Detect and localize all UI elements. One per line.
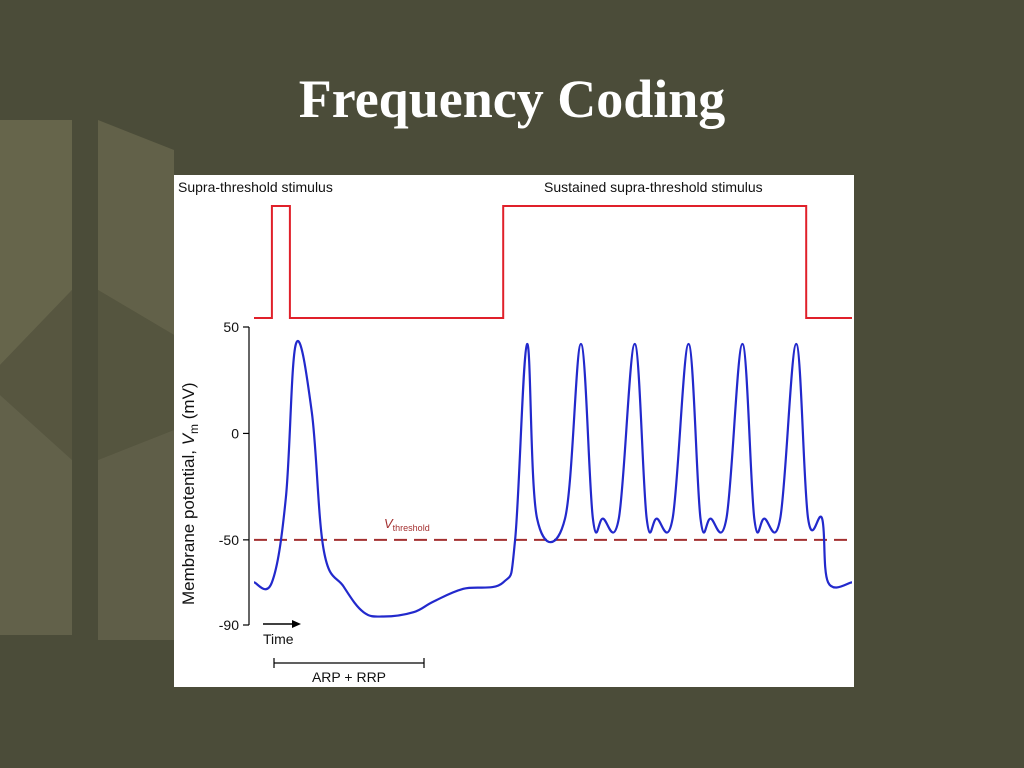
y-axis-label: Membrane potential, Vm (mV) — [179, 382, 201, 605]
membrane-potential-trace — [253, 340, 853, 618]
y-tick-label: -50 — [219, 532, 239, 548]
arp-rrp-label: ARP + RRP — [312, 669, 386, 685]
frequency-coding-chart: Supra-threshold stimulus Sustained supra… — [178, 179, 853, 685]
action-potential-figure: Supra-threshold stimulus Sustained supra… — [174, 175, 854, 687]
y-tick-label: -90 — [219, 617, 239, 633]
slide-title: Frequency Coding — [298, 69, 726, 129]
y-tick-label: 0 — [231, 425, 239, 441]
stimulus-label-sustained: Sustained supra-threshold stimulus — [544, 179, 763, 195]
time-arrow-head — [292, 620, 301, 628]
time-label: Time — [263, 631, 294, 647]
y-tick-label: 50 — [223, 319, 239, 335]
threshold-label: Vthreshold — [384, 516, 430, 533]
stimulus-label-single: Supra-threshold stimulus — [178, 179, 333, 195]
stimulus-trace — [254, 205, 852, 319]
